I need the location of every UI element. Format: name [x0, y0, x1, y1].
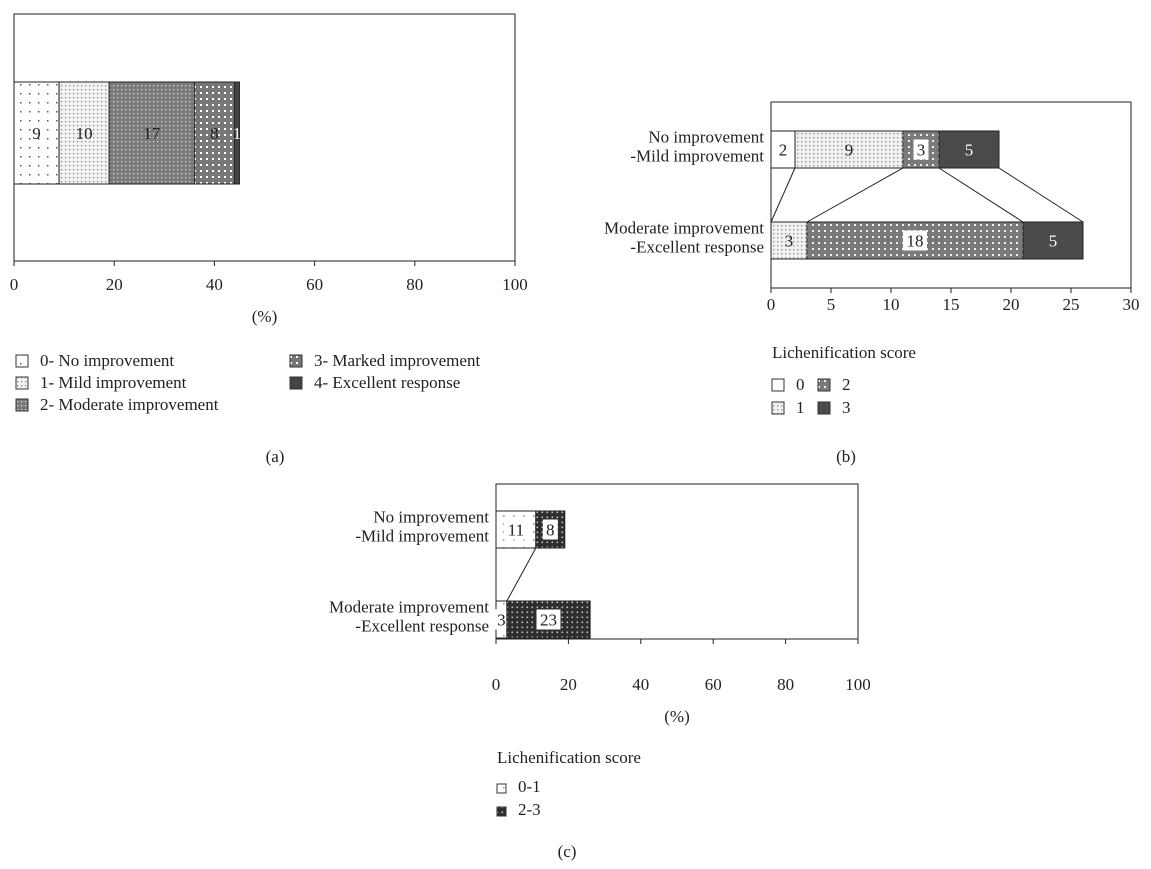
- x-tick-label: 0: [767, 295, 776, 314]
- bar-value-label-bg: [503, 519, 528, 540]
- x-tick-label: 25: [1063, 295, 1080, 314]
- bar-value-label: 8: [210, 124, 219, 143]
- legend-label: 0- No improvement: [40, 351, 174, 370]
- bar-value-label-bg: [536, 609, 561, 630]
- bar-value-label: 5: [965, 141, 974, 160]
- legend-swatch: [289, 376, 303, 390]
- bar-segment: [108, 81, 195, 185]
- category-label: No improvement: [648, 128, 764, 147]
- legend-label: 3: [842, 398, 851, 417]
- x-tick-label: 80: [406, 275, 423, 294]
- x-axis-label: (%): [252, 307, 277, 326]
- legend-swatch: [496, 806, 507, 817]
- bar-value-label: 9: [845, 141, 854, 160]
- connector-line: [806, 167, 904, 223]
- legend-swatch: [771, 401, 785, 415]
- bar-value-label-bg: [493, 609, 509, 630]
- connector-line: [506, 547, 537, 602]
- panel-label: (b): [836, 447, 856, 466]
- category-label: Moderate improvement: [604, 219, 764, 238]
- bar-value-label-bg: [542, 519, 558, 540]
- legend-swatch: [817, 378, 831, 392]
- legend-label: 0: [796, 375, 805, 394]
- legend-swatch: [817, 401, 831, 415]
- legend-swatch: [15, 398, 29, 412]
- x-tick-label: 0: [492, 675, 501, 694]
- category-label: No improvement: [373, 508, 489, 527]
- x-tick-label: 60: [306, 275, 323, 294]
- plot-frame: [770, 101, 1132, 289]
- x-tick-label: 10: [883, 295, 900, 314]
- legend-title: Lichenification score: [772, 343, 916, 362]
- bar-value-label: 11: [508, 521, 524, 540]
- legend-swatch: [15, 354, 29, 368]
- bar-value-label: 1: [233, 124, 242, 143]
- panel-label: (a): [266, 447, 285, 466]
- panel-label: (c): [558, 842, 577, 861]
- category-label: -Mild improvement: [355, 527, 489, 546]
- x-tick-label: 5: [827, 295, 836, 314]
- bar-value-label: 23: [540, 611, 557, 630]
- legend-label: 2-3: [518, 800, 541, 819]
- x-tick-label: 40: [206, 275, 223, 294]
- legend-swatch: [496, 783, 507, 794]
- x-tick-label: 20: [1003, 295, 1020, 314]
- x-tick-label: 80: [777, 675, 794, 694]
- legend-swatch: [771, 378, 785, 392]
- connector-line: [998, 167, 1084, 223]
- bar-segment: [13, 81, 60, 185]
- bar-segment: [193, 81, 235, 185]
- x-tick-label: 100: [845, 675, 871, 694]
- category-label: Moderate improvement: [329, 598, 489, 617]
- plot-frame: [495, 483, 859, 640]
- x-tick-label: 100: [502, 275, 528, 294]
- x-tick-label: 0: [10, 275, 19, 294]
- bar-value-label-bg: [903, 230, 927, 251]
- bar-segment: [58, 81, 110, 185]
- bar-value-label: 10: [76, 124, 93, 143]
- x-tick-label: 15: [943, 295, 960, 314]
- bar-value-label: 18: [907, 232, 924, 251]
- x-tick-label: 20: [560, 675, 577, 694]
- legend-label: 2- Moderate improvement: [40, 395, 219, 414]
- bar-value-label: 5: [1049, 232, 1058, 251]
- legend-label: 3- Marked improvement: [314, 351, 480, 370]
- bar-segment: [770, 130, 796, 169]
- bar-value-label: 8: [546, 521, 555, 540]
- connector-line: [770, 167, 796, 223]
- category-label: -Mild improvement: [630, 147, 764, 166]
- x-tick-label: 20: [106, 275, 123, 294]
- connector-line: [938, 167, 1024, 223]
- legend-label: 0-1: [518, 777, 541, 796]
- bar-value-label: 3: [917, 141, 926, 160]
- bar-segment: [1022, 221, 1084, 260]
- x-tick-label: 40: [632, 675, 649, 694]
- bar-segment: [938, 130, 1000, 169]
- chart-b: 0 5 10 15 20 25 302 9 3 5No improvement-Mild impr…: [604, 101, 1140, 466]
- legend-label: 2: [842, 375, 851, 394]
- bar-value-label: 2: [779, 141, 788, 160]
- x-tick-label: 60: [705, 675, 722, 694]
- legend-swatch: [289, 354, 303, 368]
- legend-label: 1: [796, 398, 805, 417]
- x-tick-label: 30: [1123, 295, 1140, 314]
- bar-segment: [794, 130, 904, 169]
- bar-value-label: 9: [32, 124, 41, 143]
- bar-segment: [233, 81, 240, 185]
- bar-value-label: 17: [143, 124, 161, 143]
- category-label: -Excellent response: [355, 617, 489, 636]
- x-axis-label: (%): [664, 707, 689, 726]
- legend-swatch: [15, 376, 29, 390]
- chart-a: 0 20 40 60 80 100 (%) 9 10 17 8 1 0- No improvement 1…: [10, 13, 528, 466]
- chart-c: 0 20 40 60 80 100 (%) 11 8 No improvement-Mild im…: [329, 483, 871, 861]
- legend-label: 1- Mild improvement: [40, 373, 187, 392]
- bar-value-label-bg: [913, 139, 929, 160]
- legend-label: 4- Excellent response: [314, 373, 460, 392]
- category-label: -Excellent response: [630, 238, 764, 257]
- bar-value-label: 3: [497, 611, 506, 630]
- bar-value-label: 3: [785, 232, 794, 251]
- legend-title: Lichenification score: [497, 748, 641, 767]
